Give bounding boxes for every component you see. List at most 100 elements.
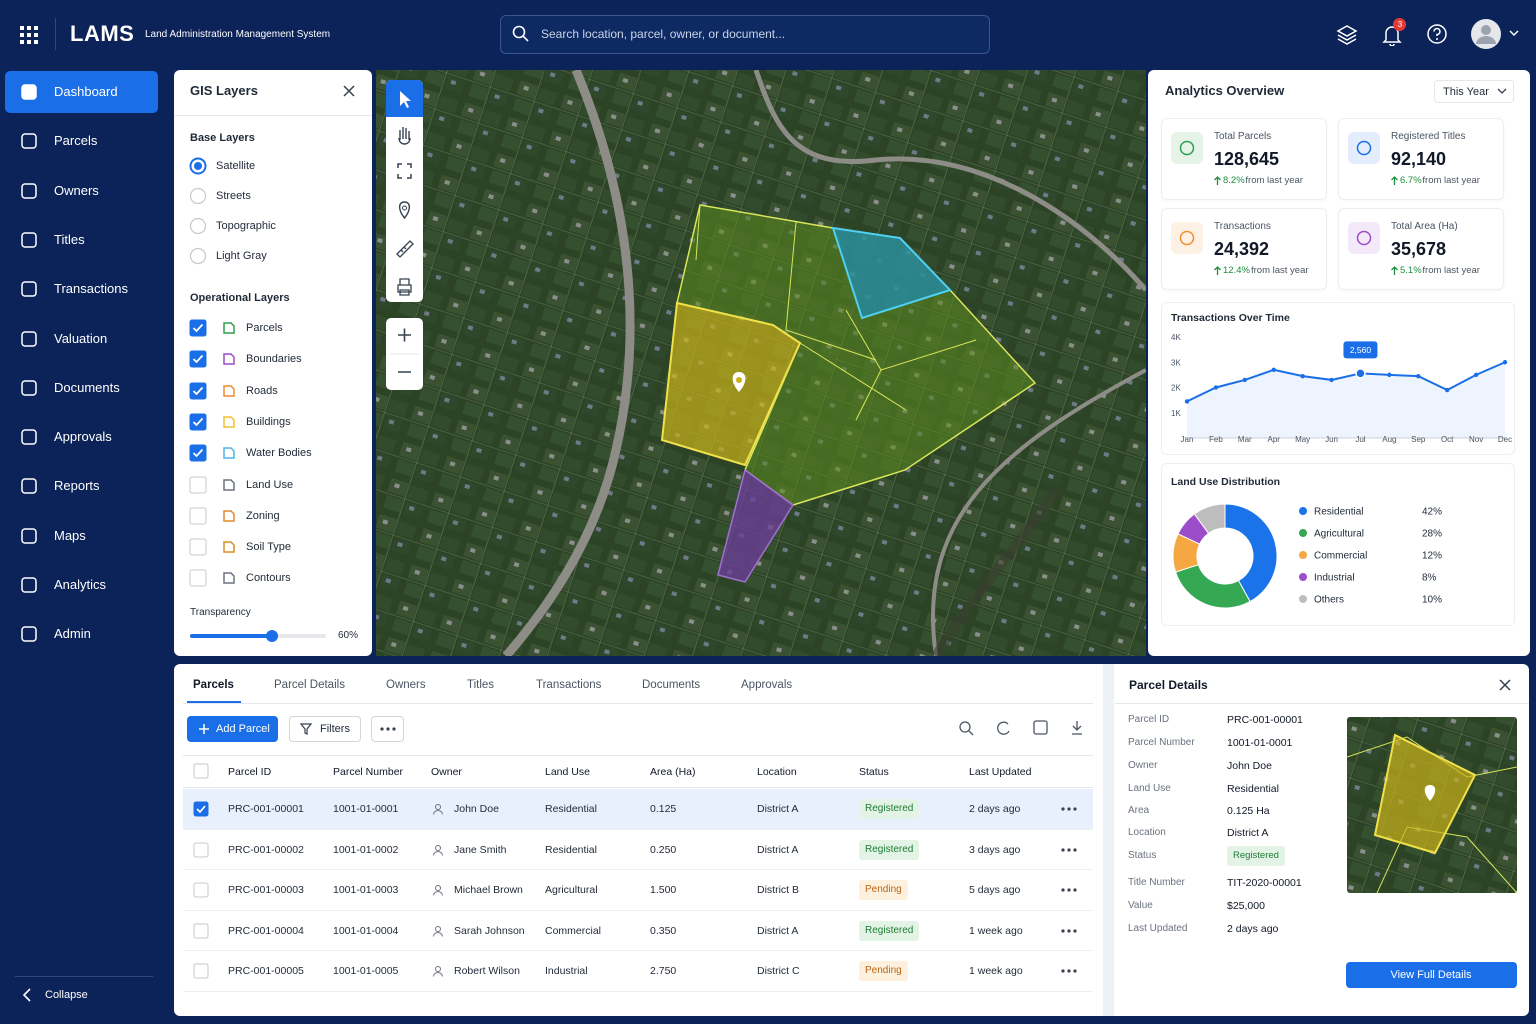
tab[interactable]: Owners (386, 679, 426, 691)
collapse[interactable]: Collapse (45, 989, 88, 1001)
refresh (997, 721, 1010, 735)
status-badge: Registered (1227, 846, 1285, 866)
zoom-icons[interactable] (386, 318, 423, 390)
nav-item[interactable]: Titles (54, 231, 85, 247)
nav-icon-shape (21, 232, 37, 248)
table-row[interactable] (183, 911, 1093, 952)
nav-icon (21, 478, 37, 495)
legend-label: Residential (1314, 507, 1363, 518)
legend-value: 42% (1422, 507, 1442, 518)
layers-icon[interactable] (1336, 24, 1358, 46)
field-label: Parcel Number (1128, 737, 1195, 748)
operational-layer[interactable]: Roads (246, 384, 278, 397)
arrow (1214, 176, 1221, 185)
tab[interactable]: Approvals (741, 679, 793, 691)
legend-value: 8% (1422, 573, 1437, 584)
table-header (183, 755, 1093, 788)
add-button-label[interactable]: Add Parcel (216, 723, 270, 735)
checkbox (193, 963, 209, 979)
operational-layer[interactable]: Zoning (246, 509, 280, 522)
nav-item[interactable]: Valuation (54, 330, 108, 346)
more-button[interactable] (371, 716, 404, 742)
chevron (22, 988, 31, 1002)
field-value: 2 days ago (1227, 923, 1279, 935)
operational-layer[interactable]: Contours (246, 572, 291, 585)
nav-icon-shape (21, 577, 37, 593)
base-layer[interactable]: Satellite (216, 160, 256, 172)
operational-layer[interactable]: Soil Type (246, 541, 292, 554)
radio (189, 187, 207, 205)
operational-layer[interactable]: Land Use (246, 478, 294, 491)
radio-ring (189, 217, 207, 235)
legend-dot (1299, 595, 1307, 603)
base-layer[interactable]: Light Gray (216, 250, 267, 262)
cell: 0.250 (650, 843, 677, 856)
nav-item[interactable]: Maps (54, 527, 86, 543)
nav-item[interactable]: Reports (54, 478, 100, 494)
tab[interactable]: Documents (642, 679, 701, 691)
checkbox (193, 923, 209, 939)
search-icon (512, 25, 529, 42)
operational-layer[interactable]: Water Bodies (246, 447, 312, 460)
cell: 1001-01-0004 (333, 924, 399, 937)
table-row[interactable] (183, 951, 1093, 992)
tab[interactable]: Titles (467, 679, 495, 691)
base-layer[interactable]: Topographic (216, 220, 276, 232)
layer-icon (223, 353, 235, 366)
dot (1061, 847, 1065, 852)
cell: 2 days ago (969, 803, 1021, 815)
avatar[interactable] (1470, 18, 1522, 50)
apps-icon[interactable] (20, 26, 38, 44)
cell: PRC-001-00002 (228, 843, 304, 856)
operational-layer[interactable]: Boundaries (246, 353, 302, 366)
checkbox-box (189, 319, 207, 337)
cell: 1.500 (650, 884, 677, 897)
nav-item[interactable]: Approvals (54, 429, 112, 445)
map[interactable] (376, 70, 1146, 656)
nav-item[interactable]: Documents (54, 379, 120, 395)
nav-item[interactable]: Analytics (54, 577, 107, 592)
chart-title: Transactions Over Time (1171, 312, 1290, 324)
field-label: Status (1128, 850, 1157, 861)
kpi-icon-shape (1179, 140, 1195, 156)
tool-icons[interactable] (386, 80, 423, 302)
operational-layer[interactable]: Parcels (246, 322, 283, 334)
base-layer[interactable]: Streets (216, 190, 251, 202)
pie-slice (1174, 564, 1251, 609)
tab[interactable]: Transactions (536, 679, 602, 691)
owner-icon (433, 925, 443, 937)
owner-icon (433, 844, 443, 856)
table-row[interactable] (183, 830, 1093, 871)
pie-slice (1193, 503, 1226, 535)
tab[interactable]: Parcels (193, 679, 234, 691)
legend-dot (1299, 573, 1307, 581)
search-placeholder[interactable]: Search location, parcel, owner, or docum… (541, 27, 786, 41)
check (192, 417, 204, 427)
cell: PRC-001-00001 (228, 803, 304, 815)
tab[interactable]: Parcel Details (274, 679, 345, 691)
table-row[interactable] (183, 870, 1093, 911)
filters-label[interactable]: Filters (320, 723, 350, 735)
cell: 2.750 (650, 965, 677, 978)
filters-button[interactable] (289, 716, 361, 742)
help-icon[interactable] (1426, 23, 1448, 45)
nav-item[interactable]: Owners (54, 182, 99, 198)
kpi-icon-bg (1348, 222, 1380, 254)
head (435, 925, 441, 932)
table-row[interactable] (183, 789, 1093, 830)
view-button[interactable] (1346, 962, 1517, 988)
legend-value: 12% (1422, 551, 1442, 562)
slider-knob[interactable] (265, 630, 278, 642)
nav-item[interactable]: Transactions (54, 281, 128, 297)
check (192, 355, 204, 364)
period-select[interactable] (1434, 80, 1514, 103)
nav-item[interactable]: Admin (54, 626, 91, 642)
view-button-label[interactable]: View Full Details (1390, 969, 1472, 981)
nav-item[interactable]: Parcels (54, 133, 98, 149)
operational-layer[interactable]: Buildings (246, 415, 291, 428)
nav-item[interactable]: Dashboard (54, 84, 118, 99)
search-box[interactable] (500, 15, 990, 54)
kpi-change: 5.1% (1400, 265, 1422, 276)
plus-icon (199, 724, 209, 734)
search (959, 721, 971, 733)
